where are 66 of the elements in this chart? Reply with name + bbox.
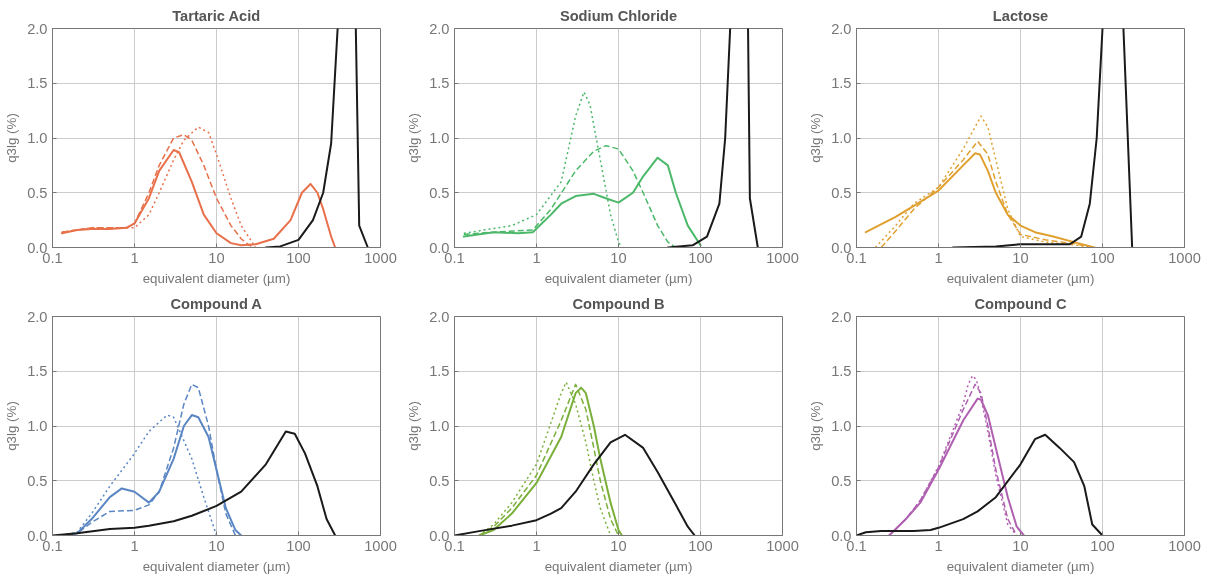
y-tick-label: 2.0 (27, 308, 48, 325)
y-axis-title: q3lg (%) (808, 113, 824, 163)
x-axis-title: equivalent diameter (µm) (142, 558, 291, 574)
y-tick-label: 1.5 (831, 75, 852, 92)
y-tick-label: 0.5 (429, 472, 450, 489)
y-tick-label: 1.0 (429, 418, 450, 434)
x-tick-label: 100 (688, 249, 713, 266)
y-tick-label: 0.5 (27, 184, 48, 201)
x-tick-label: 1000 (1168, 537, 1201, 554)
y-tick-label: 2.0 (27, 20, 48, 37)
x-tick-label: 100 (1090, 249, 1115, 266)
y-tick-label: 0.5 (831, 184, 852, 201)
x-tick-label: 100 (286, 537, 311, 554)
y-axis-title: q3lg (%) (4, 113, 20, 163)
y-tick-label: 2.0 (429, 20, 450, 37)
x-tick-label: 100 (286, 249, 311, 266)
y-tick-label: 2.0 (831, 20, 852, 37)
x-tick-label: 1 (532, 537, 541, 554)
x-tick-label: 100 (688, 537, 713, 554)
chart-title: Lactose (992, 7, 1049, 24)
x-tick-label: 10 (208, 537, 225, 554)
x-tick-label: 1 (130, 537, 139, 554)
y-tick-label: 1.0 (27, 130, 48, 146)
y-tick-label: 1.5 (831, 363, 852, 380)
chart-title: Compound B (572, 295, 665, 312)
y-tick-label: 1.5 (429, 75, 450, 92)
x-tick-label: 1000 (766, 537, 799, 554)
y-axis-title: q3lg (%) (406, 401, 422, 451)
x-tick-label: 1000 (364, 537, 397, 554)
x-axis-title: equivalent diameter (µm) (544, 270, 693, 286)
y-tick-label: 1.5 (27, 75, 48, 92)
y-axis-title: q3lg (%) (406, 113, 422, 163)
x-tick-label: 10 (610, 249, 627, 266)
x-tick-label: 1000 (1168, 249, 1201, 266)
x-tick-label: 10 (208, 249, 225, 266)
y-tick-label: 1.0 (429, 130, 450, 146)
x-tick-label: 1 (934, 537, 943, 554)
chart-title: Tartaric Acid (172, 7, 261, 24)
y-tick-label: 1.0 (831, 418, 852, 434)
y-tick-label: 1.5 (429, 363, 450, 380)
y-tick-label: 0.5 (831, 472, 852, 489)
y-tick-label: 2.0 (831, 308, 852, 325)
y-tick-label: 1.0 (831, 130, 852, 146)
x-tick-label: 1 (934, 249, 943, 266)
x-tick-label: 1 (130, 249, 139, 266)
y-tick-label: 1.0 (27, 418, 48, 434)
y-tick-label: 0.5 (429, 184, 450, 201)
x-tick-label: 10 (610, 537, 627, 554)
x-tick-label: 10 (1012, 249, 1029, 266)
x-axis-title: equivalent diameter (µm) (142, 270, 291, 286)
x-axis-title: equivalent diameter (µm) (946, 558, 1095, 574)
y-tick-label: 2.0 (429, 308, 450, 325)
y-axis-title: q3lg (%) (4, 401, 20, 451)
x-axis-title: equivalent diameter (µm) (544, 558, 693, 574)
x-tick-label: 10 (1012, 537, 1029, 554)
y-tick-label: 0.5 (27, 472, 48, 489)
chart-title: Compound A (170, 295, 263, 312)
x-axis-title: equivalent diameter (µm) (946, 270, 1095, 286)
x-tick-label: 1000 (364, 249, 397, 266)
x-tick-label: 1 (532, 249, 541, 266)
chart-title: Compound C (974, 295, 1067, 312)
chart-title: Sodium Chloride (559, 7, 678, 24)
x-tick-label: 100 (1090, 537, 1115, 554)
y-axis-title: q3lg (%) (808, 401, 824, 451)
x-tick-label: 1000 (766, 249, 799, 266)
y-tick-label: 1.5 (27, 363, 48, 380)
